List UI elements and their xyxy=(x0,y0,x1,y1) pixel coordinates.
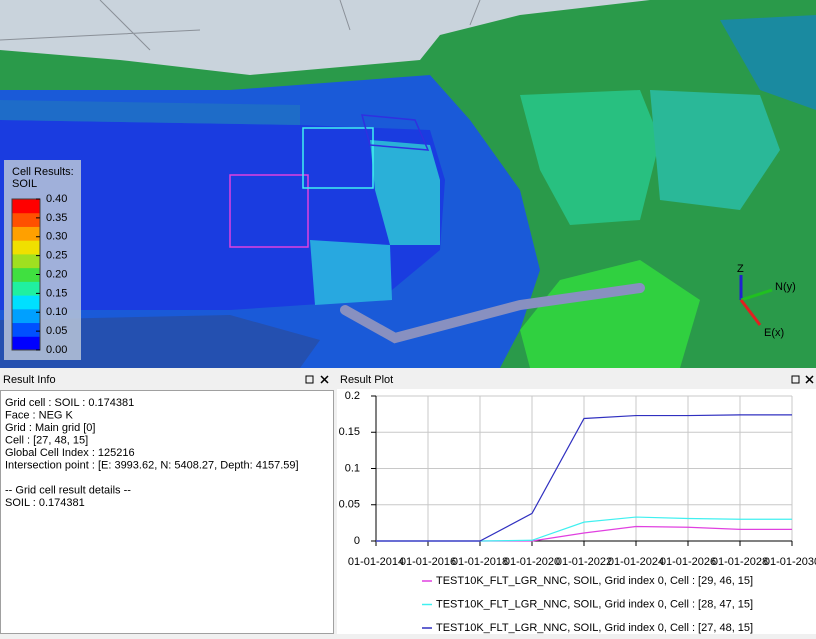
x-tick-label: 01-01-2018 xyxy=(452,556,508,568)
y-tick-label: 0.2 xyxy=(345,390,360,402)
color-swatch xyxy=(12,253,40,269)
legend-tick-label: 0.40 xyxy=(46,193,67,205)
legend-tick-label: 0.30 xyxy=(46,231,67,243)
color-swatch xyxy=(12,281,40,296)
x-tick-label: 01-01-2016 xyxy=(400,556,456,568)
legend-result: SOIL xyxy=(12,178,37,190)
info-line: -- Grid cell result details -- xyxy=(5,484,131,496)
float-button[interactable] xyxy=(791,375,800,384)
axis-e xyxy=(739,299,762,326)
legend-tick-label: 0.05 xyxy=(46,325,67,337)
highlight-cell xyxy=(229,174,309,248)
axis-label: E(x) xyxy=(764,327,784,339)
x-tick-label: 01-01-2028 xyxy=(712,556,768,568)
y-tick-label: 0.15 xyxy=(339,426,360,438)
mesh-line xyxy=(0,0,481,51)
cells xyxy=(520,260,700,368)
close-button[interactable] xyxy=(320,375,329,384)
info-line: Intersection point : [E: 3993.62, N: 540… xyxy=(5,459,299,471)
3d-view[interactable]: Z N(y) E(x) Cell Results: SOIL 0.400.350… xyxy=(0,0,816,368)
panel-buttons[interactable] xyxy=(305,375,329,384)
highlight-cell xyxy=(302,127,374,189)
legend-tick-label: 0.10 xyxy=(46,306,67,318)
cells xyxy=(520,90,660,225)
float-button[interactable] xyxy=(305,375,314,384)
color-swatch xyxy=(12,267,40,282)
close-button[interactable] xyxy=(805,375,814,384)
well-path xyxy=(340,283,645,344)
cells xyxy=(720,15,816,110)
color-bar: 0.40 0.35 0.30 0.25 0.20 0.15 0.10 0.05 0.00 xyxy=(11,193,67,356)
info-line: Cell : [27, 48, 15] xyxy=(5,434,88,446)
legend-tick-label: 0.00 xyxy=(46,344,67,356)
cells xyxy=(310,240,392,305)
info-line: Grid : Main grid [0] xyxy=(5,422,95,434)
info-line: Global Cell Index : 125216 xyxy=(5,447,135,459)
color-swatch xyxy=(12,226,40,241)
legend-label: TEST10K_FLT_LGR_NNC, SOIL, Grid index 0,… xyxy=(436,622,753,634)
legend-label: TEST10K_FLT_LGR_NNC, SOIL, Grid index 0,… xyxy=(436,598,753,610)
plot: 01-01-201401-01-201601-01-201801-01-2020… xyxy=(339,390,816,634)
highlight-cell xyxy=(360,114,430,151)
color-swatch xyxy=(12,240,40,255)
info-line: Grid cell : SOIL : 0.174381 xyxy=(5,397,134,409)
x-tick-label: 01-01-2020 xyxy=(504,556,560,568)
series-line xyxy=(376,414,792,542)
cells xyxy=(650,90,780,210)
axis-label: Z xyxy=(737,263,744,275)
y-tick-label: 0 xyxy=(354,535,360,547)
x-tick-label: 01-01-2024 xyxy=(608,556,664,568)
y-tick-label: 0.1 xyxy=(345,462,360,474)
panel-title: Result Plot xyxy=(340,374,393,386)
info-line: Face : NEG K xyxy=(5,409,74,421)
cells xyxy=(0,100,300,125)
x-tick-label: 01-01-2030 xyxy=(764,556,816,568)
axis-label: N(y) xyxy=(775,281,796,293)
cells xyxy=(370,140,440,245)
panel-buttons[interactable] xyxy=(791,375,814,384)
x-tick-label: 01-01-2014 xyxy=(348,556,404,568)
color-swatch xyxy=(12,336,40,351)
x-tick-label: 01-01-2022 xyxy=(556,556,612,568)
info-line: SOIL : 0.174381 xyxy=(5,497,85,509)
legend-tick-label: 0.15 xyxy=(46,287,67,299)
legend-title: Cell Results: xyxy=(12,166,74,178)
legend-tick-label: 0.35 xyxy=(46,212,67,224)
color-swatch xyxy=(12,322,40,337)
axis-n xyxy=(740,288,773,302)
panel-header xyxy=(0,370,335,388)
legend-tick-label: 0.20 xyxy=(46,268,67,280)
legend-tick-label: 0.25 xyxy=(46,250,67,262)
plot-area xyxy=(337,389,816,634)
color-swatch xyxy=(12,199,40,214)
x-tick-label: 01-01-2026 xyxy=(660,556,716,568)
info-text-area[interactable] xyxy=(0,390,334,634)
color-swatch xyxy=(12,295,40,310)
color-swatch xyxy=(12,308,40,324)
color-swatch xyxy=(12,212,40,227)
panel-title: Result Info xyxy=(3,374,56,386)
panel-header xyxy=(337,370,816,388)
y-tick-label: 0.05 xyxy=(339,499,360,511)
legend-label: TEST10K_FLT_LGR_NNC, SOIL, Grid index 0,… xyxy=(436,575,753,587)
